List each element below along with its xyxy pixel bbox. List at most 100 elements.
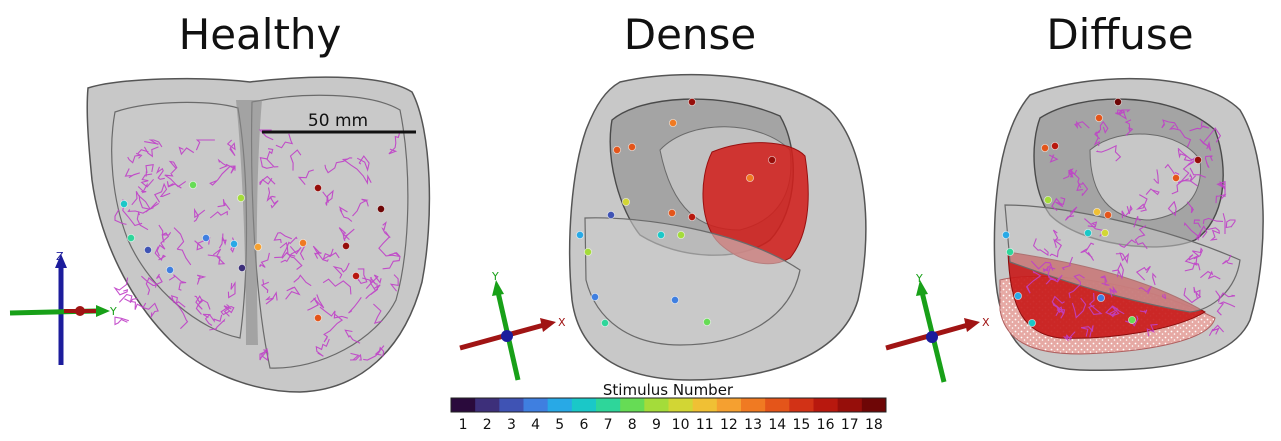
purkinje-fiber [322, 189, 334, 206]
axis-label-x: X [982, 316, 990, 329]
purkinje-fiber [1199, 138, 1212, 151]
purkinje-fiber [166, 181, 182, 189]
purkinje-fiber [1071, 297, 1087, 319]
purkinje-fiber [1189, 173, 1196, 182]
purkinje-fiber [140, 173, 155, 188]
purkinje-fiber [279, 241, 296, 257]
purkinje-fiber [1208, 324, 1225, 337]
purkinje-fiber [382, 252, 401, 270]
purkinje-fiber [137, 182, 148, 194]
purkinje-fiber [223, 305, 235, 317]
stimulus-point [143, 245, 152, 254]
stimulus-point [1002, 230, 1011, 239]
purkinje-fiber [1049, 238, 1063, 258]
diffuse-axes-triad: Y X [885, 272, 990, 383]
stimulus-point [1028, 318, 1037, 327]
purkinje-fiber [1167, 201, 1177, 217]
purkinje-fiber [1076, 181, 1089, 196]
colorbar-tick-label: 14 [768, 417, 786, 433]
purkinje-fiber [1171, 180, 1198, 195]
colorbar-swatch [789, 398, 814, 412]
purkinje-fiber [260, 347, 269, 362]
purkinje-fiber [1052, 229, 1061, 241]
colorbar-swatch [765, 398, 790, 412]
stimulus-point [746, 173, 755, 182]
purkinje-fiber [344, 329, 361, 344]
purkinje-fiber [170, 294, 186, 308]
stimulus-point [591, 292, 600, 301]
scale-bar: 50 mm [262, 111, 416, 134]
diffuse-stimulus-points [1002, 98, 1203, 327]
purkinje-fiber [1138, 285, 1152, 295]
stimulus-point [376, 204, 385, 213]
purkinje-fiber [195, 139, 215, 151]
colorbar-swatch [571, 398, 597, 412]
purkinje-fiber [1068, 274, 1085, 299]
purkinje-fiber [1133, 215, 1141, 228]
purkinje-fiber [274, 236, 298, 259]
purkinje-fiber [260, 279, 270, 293]
stimulus-point [253, 242, 262, 251]
stimulus-point [351, 271, 360, 280]
purkinje-fiber [155, 166, 165, 180]
purkinje-fiber [1087, 221, 1098, 228]
purkinje-fiber [1139, 309, 1148, 315]
colorbar-tick-label: 3 [507, 417, 516, 433]
stimulus-point [657, 230, 666, 239]
scale-bar-label: 50 mm [308, 111, 368, 131]
colorbar-tick-label: 1 [459, 417, 468, 433]
stimulus-point [601, 318, 610, 327]
purkinje-fiber [1203, 127, 1222, 143]
purkinje-fiber [178, 146, 195, 156]
colorbar-swatch [499, 398, 524, 412]
purkinje-fiber [1068, 168, 1082, 189]
purkinje-fiber [202, 313, 213, 326]
colorbar-tick-label: 7 [604, 417, 613, 433]
stimulus-point [1101, 228, 1110, 237]
purkinje-fiber [323, 313, 344, 343]
purkinje-fiber [1183, 287, 1202, 304]
purkinje-fiber [273, 232, 293, 244]
purkinje-fiber [124, 168, 140, 179]
axis-label-y: Y [491, 270, 499, 283]
stimulus-point [229, 239, 238, 248]
stimulus-point [201, 233, 210, 242]
purkinje-fiber [1202, 217, 1224, 224]
purkinje-fiber [280, 245, 302, 263]
stimulus-point [703, 317, 712, 326]
colorbar-tick-label: 11 [696, 417, 714, 433]
stimulus-point [1051, 141, 1060, 150]
axis-label-z: Z [56, 250, 64, 263]
purkinje-fiber [225, 163, 236, 174]
purkinje-fiber [1088, 292, 1103, 315]
dense-scar [702, 142, 809, 265]
stimulus-point [1194, 155, 1203, 164]
purkinje-fiber [365, 283, 379, 300]
purkinje-fiber [1168, 124, 1192, 148]
stimulus-point [120, 199, 129, 208]
stimulus-point [628, 142, 637, 151]
stimulus-point [313, 183, 322, 192]
stimulus-point [1097, 293, 1106, 302]
purkinje-fiber [217, 158, 229, 170]
purkinje-fiber [374, 346, 385, 357]
purkinje-fiber [259, 175, 276, 186]
colorbar-frame [450, 397, 887, 413]
purkinje-fiber [1135, 194, 1148, 212]
purkinje-fiber [1064, 206, 1078, 221]
purkinje-fiber [1193, 286, 1201, 299]
stimulus-point [1095, 114, 1104, 123]
purkinje-fiber [218, 233, 227, 249]
colorbar-swatch [716, 398, 742, 412]
purkinje-fiber [349, 352, 362, 361]
purkinje-fiber [114, 316, 129, 326]
purkinje-fiber [1184, 262, 1201, 272]
colorbar-swatch [451, 398, 476, 412]
healthy-septum [236, 100, 262, 345]
purkinje-fiber [264, 291, 278, 305]
purkinje-fiber [1061, 256, 1074, 271]
purkinje-fiber [207, 248, 226, 265]
purkinje-fiber [173, 227, 192, 266]
purkinje-fiber [1223, 182, 1226, 197]
colorbar-swatch [596, 398, 621, 412]
